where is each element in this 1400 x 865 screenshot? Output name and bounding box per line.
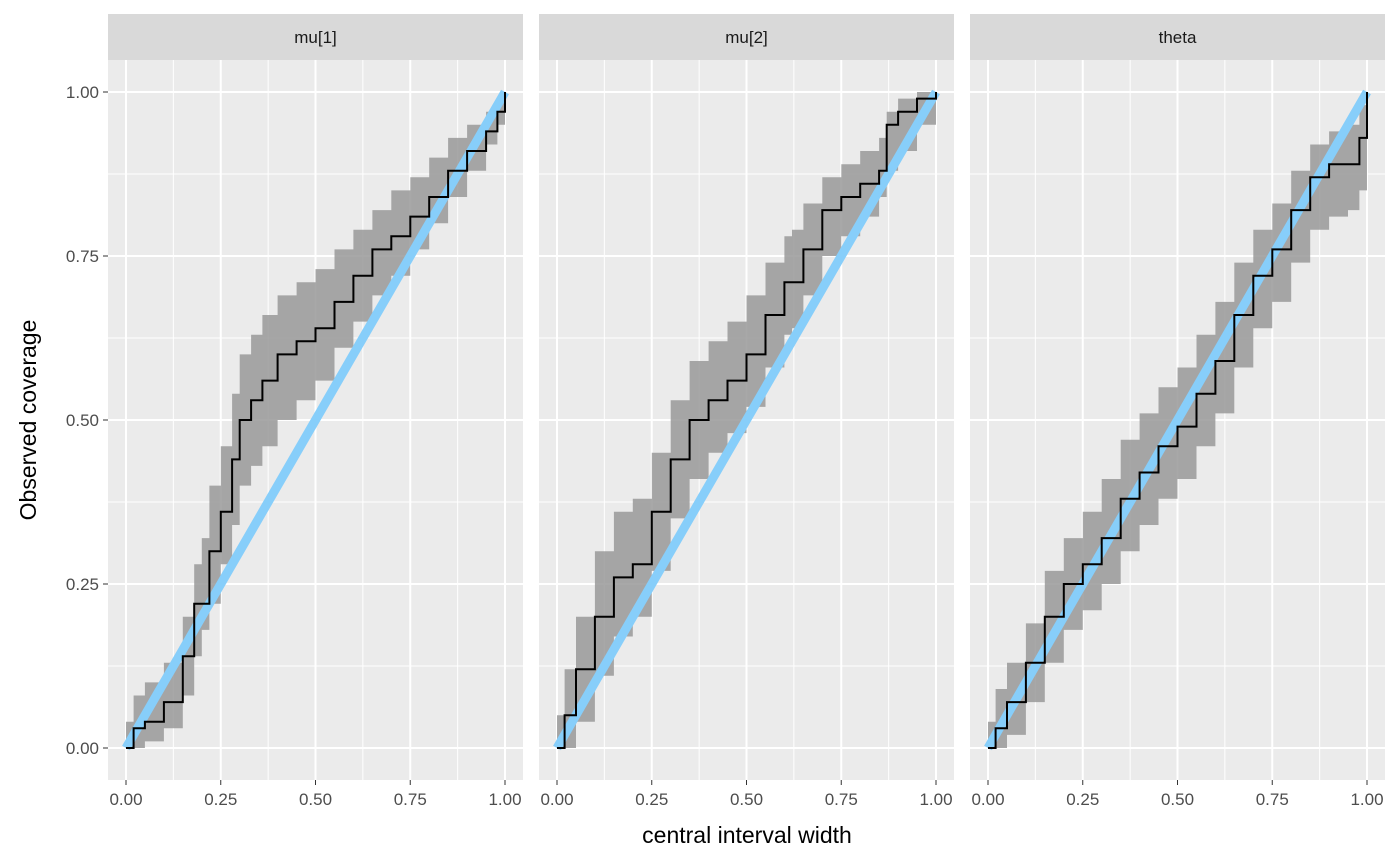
reference-line xyxy=(984,89,1371,751)
y-tick-label: 0.75 xyxy=(66,247,99,266)
panel-2: theta 0.00 0.25 0.50 0.75 1.00 xyxy=(970,14,1385,809)
panel-title: mu[1] xyxy=(294,28,337,47)
x-tick-label: 0.75 xyxy=(825,790,858,809)
panel-title: mu[2] xyxy=(725,28,768,47)
y-tick-label: 0.25 xyxy=(66,575,99,594)
x-tick-label: 0.50 xyxy=(1161,790,1194,809)
observed-coverage-line xyxy=(126,92,506,749)
x-tick-label: 0.25 xyxy=(635,790,668,809)
x-tick-label: 0.00 xyxy=(971,790,1004,809)
x-tick-label: 0.75 xyxy=(1256,790,1289,809)
x-tick-label: 0.50 xyxy=(730,790,763,809)
y-tick-label: 0.00 xyxy=(66,739,99,758)
observed-coverage-line xyxy=(988,92,1368,749)
x-axis-title: central interval width xyxy=(642,822,852,848)
x-tick-label: 1.00 xyxy=(919,790,952,809)
panel-strip xyxy=(970,14,1385,60)
x-tick-label: 0.75 xyxy=(394,790,427,809)
x-tick-label: 0.50 xyxy=(299,790,332,809)
panel-title: theta xyxy=(1159,28,1197,47)
x-tick-label: 0.25 xyxy=(1066,790,1099,809)
y-tick-label: 0.50 xyxy=(66,411,99,430)
x-tick-label: 0.00 xyxy=(109,790,142,809)
x-tick-label: 1.00 xyxy=(488,790,521,809)
panel-strip xyxy=(108,14,523,60)
x-tick-label: 1.00 xyxy=(1350,790,1383,809)
panel-strip xyxy=(539,14,954,60)
panel-1: mu[2] 0.00 0.25 0.50 0.75 1.00 xyxy=(539,14,954,809)
x-tick-label: 0.25 xyxy=(204,790,237,809)
reference-line xyxy=(122,89,509,751)
panel-0: mu[1] 0.00 0.25 0.50 0.75 1.00 0.00 0.25 0.50 0.7… xyxy=(66,14,523,809)
x-tick-label: 0.00 xyxy=(540,790,573,809)
reference-line xyxy=(553,89,940,751)
observed-coverage-line xyxy=(557,92,937,749)
y-tick-label: 1.00 xyxy=(66,83,99,102)
y-axis-title: Observed coverage xyxy=(15,320,41,521)
